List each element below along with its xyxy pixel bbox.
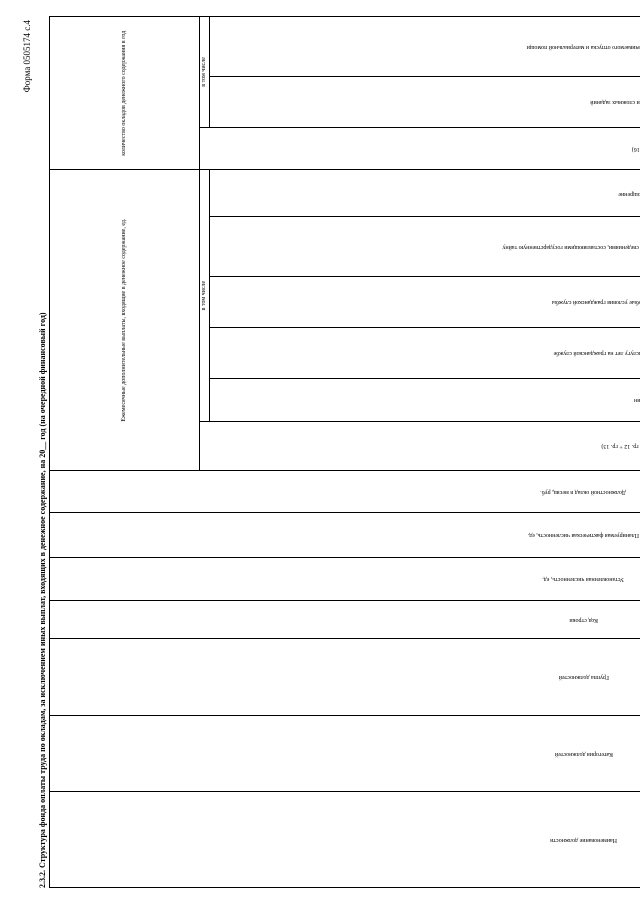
h-c13: ежемесячное денежное поощрение: [210, 170, 640, 217]
h-c1: Наименование должности: [50, 792, 640, 888]
h-g8: Ежемесячные дополнительные выплаты, вход…: [50, 170, 200, 470]
h-c15: премии за выполнение особо важных и слож…: [210, 76, 640, 127]
h-c2: Категория должностей: [50, 715, 640, 792]
h-g14sub: в том числе: [200, 17, 210, 128]
section-title-1: 2.3.2. Структура фонда оплаты труда по о…: [38, 12, 49, 892]
h-c10: ежемесячная надбавка к должностному окла…: [210, 328, 640, 379]
h-c6: Планируемая фактическая численность, ед.: [50, 513, 640, 558]
h-c11: ежемесячная надбавка к должностному окла…: [210, 276, 640, 327]
h-c16: единовременная выплата при предоставлени…: [210, 17, 640, 77]
section-232: 2.3.2. Структура фонда оплаты труда по о…: [38, 12, 640, 892]
h-g8sub: в том числе: [200, 170, 210, 421]
h-c12: ежемесячная процентная надбавка к должно…: [210, 217, 640, 277]
h-c14: всего (гр. 15 + гр. 16): [200, 127, 640, 170]
h-g14: количество окладов денежного содержания …: [50, 17, 200, 170]
h-c9: оклад за классный чин: [210, 379, 640, 422]
h-c8: всего (гр. 9 + гр. 10 + гр. 11 + гр. 12 …: [200, 421, 640, 470]
h-c5: Установленная численность, ед.: [50, 557, 640, 600]
h-c3: Группа должностей: [50, 638, 640, 715]
table-232: Наименование должности Категория должнос…: [49, 16, 640, 888]
h-c7: Должностной оклад в месяц, руб.: [50, 470, 640, 513]
h-c4: Код строки: [50, 600, 640, 638]
form-code: Форма 0505174 с.4: [20, 12, 38, 892]
